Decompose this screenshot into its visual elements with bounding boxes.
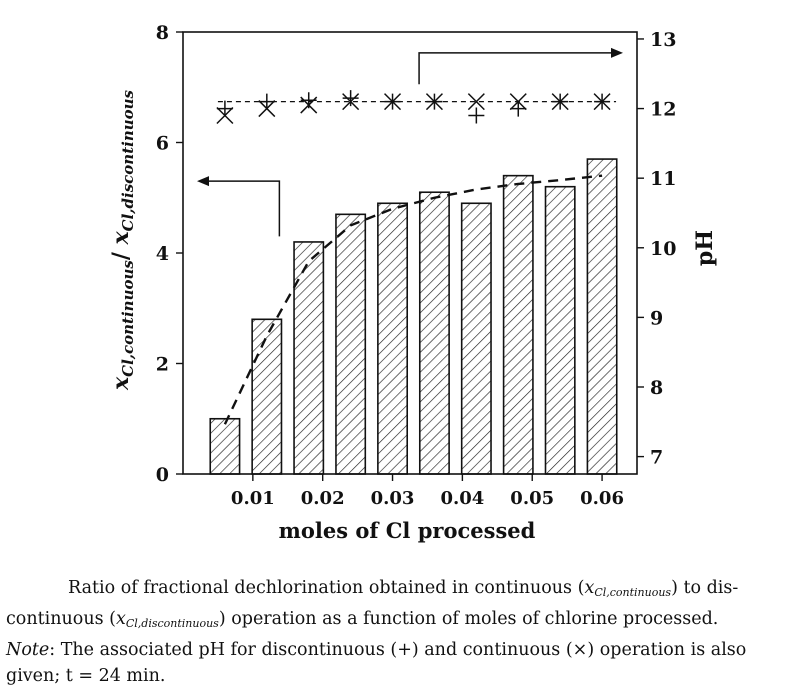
- caption-line-3: Note: The associated pH for discontinuou…: [6, 637, 806, 663]
- x-tick-label-3: 0.03: [371, 488, 415, 509]
- ph-continuous-marker-10: [593, 93, 611, 111]
- ph-continuous-marker-7: [467, 93, 485, 111]
- trend-line: [223, 174, 603, 425]
- caption-text-4: given; t = 24 min.: [6, 666, 166, 686]
- bar-7: [460, 202, 492, 475]
- ph-continuous-marker-2: [258, 100, 276, 118]
- y-left-tick-label-5: 8: [156, 22, 169, 44]
- ph-discontinuous-marker-2: [258, 93, 275, 110]
- left-axis-arrow-line: [205, 180, 281, 237]
- ph-continuous-marker-1: [216, 106, 234, 125]
- x-tick-label-4: 0.04: [440, 488, 484, 509]
- bar-2: [251, 318, 283, 475]
- y-right-tick-label-4: 10: [650, 238, 676, 260]
- plot-area: 0.01 0.02 0.03 0.04 0.05 0.06 0 2 4 6 8 7 8 9 10 11 12 13: [156, 22, 677, 509]
- y-left-tick-label-1: 0: [156, 464, 169, 486]
- bar-6: [418, 191, 450, 475]
- y-right-tick-label-5: 11: [650, 168, 676, 190]
- ph-continuous-marker-3: [300, 96, 318, 114]
- bar-9: [544, 185, 576, 475]
- x-tick-label-2: 0.02: [301, 488, 345, 509]
- ph-continuous-marker-9: [551, 93, 569, 111]
- bar-5: [377, 202, 409, 475]
- ph-continuous-marker-8: [509, 93, 527, 111]
- ph-discontinuous-marker-8: [510, 100, 527, 117]
- y-label-var2: x: [108, 230, 134, 245]
- y-right-tick-label-7: 13: [650, 29, 676, 51]
- caption-note-label: Note: [6, 640, 50, 660]
- caption-text-3: : The associated pH for discontinuous (+…: [49, 640, 747, 660]
- caption-line-4: given; t = 24 min.: [6, 663, 806, 689]
- y-right-tick-label-3: 9: [650, 307, 663, 329]
- x-axis-label: moles of Cl processed: [279, 518, 536, 543]
- y-right-tick-label-1: 7: [650, 447, 663, 469]
- y-left-tick-label-4: 6: [156, 133, 169, 155]
- bar-4: [335, 213, 367, 475]
- y-left-tick-label-2: 2: [156, 354, 169, 376]
- ph-discontinuous-marker-4: [342, 90, 359, 107]
- figure-caption: Ratio of fractional dechlorination obtai…: [6, 575, 806, 689]
- caption-line-1: Ratio of fractional dechlorination obtai…: [6, 575, 806, 606]
- left-axis-arrow-head: [197, 176, 209, 187]
- ph-discontinuous-marker-1: [216, 100, 233, 117]
- x-tick-label-1: 0.01: [231, 488, 275, 509]
- ph-continuous-marker-6: [425, 93, 443, 111]
- caption-var-x1: x: [584, 578, 595, 598]
- bar-1: [209, 417, 241, 475]
- y-axis-right-label: pH: [692, 230, 718, 266]
- x-tick-label-5: 0.05: [510, 488, 554, 509]
- ph-discontinuous-marker-7: [468, 107, 485, 124]
- right-axis-arrow-line: [418, 52, 615, 85]
- caption-text-2b: ) operation as a function of moles of ch…: [218, 609, 719, 629]
- y-label-var1: x: [108, 376, 134, 391]
- bar-8: [502, 174, 534, 475]
- right-axis-arrow-head: [611, 47, 623, 58]
- caption-var-x2: x: [115, 609, 126, 629]
- y-right-tick-label-2: 8: [650, 377, 663, 399]
- caption-text-2a: continuous (: [6, 609, 116, 629]
- x-tick-label-6: 0.06: [580, 488, 624, 509]
- caption-text-1: Ratio of fractional dechlorination obtai…: [68, 578, 585, 598]
- y-label-sub2: Cl,discontinuous: [119, 89, 137, 231]
- y-right-tick-label-6: 12: [650, 99, 676, 121]
- ph-continuous-marker-5: [384, 93, 402, 111]
- caption-sub-discontinuous: Cl,discontinuous: [125, 617, 219, 630]
- caption-line-2: continuous (xCl,discontinuous) operation…: [6, 606, 806, 637]
- bar-chart: 0.01 0.02 0.03 0.04 0.05 0.06 0 2 4 6 8 7 8 9 10 11 12 13…: [108, 22, 718, 543]
- caption-text-1b: ) to dis-: [671, 578, 739, 598]
- bar-10: [586, 158, 618, 475]
- bar-3: [293, 241, 325, 475]
- y-left-tick-label-3: 4: [156, 243, 169, 265]
- y-axis-left-label: xCl,continuous/ xCl,discontinuous: [108, 89, 137, 391]
- ph-continuous-marker-4: [342, 93, 360, 111]
- y-label-sep: /: [108, 244, 134, 260]
- caption-sub-continuous: Cl,continuous: [594, 586, 672, 599]
- y-label-sub1: Cl,continuous: [119, 260, 137, 377]
